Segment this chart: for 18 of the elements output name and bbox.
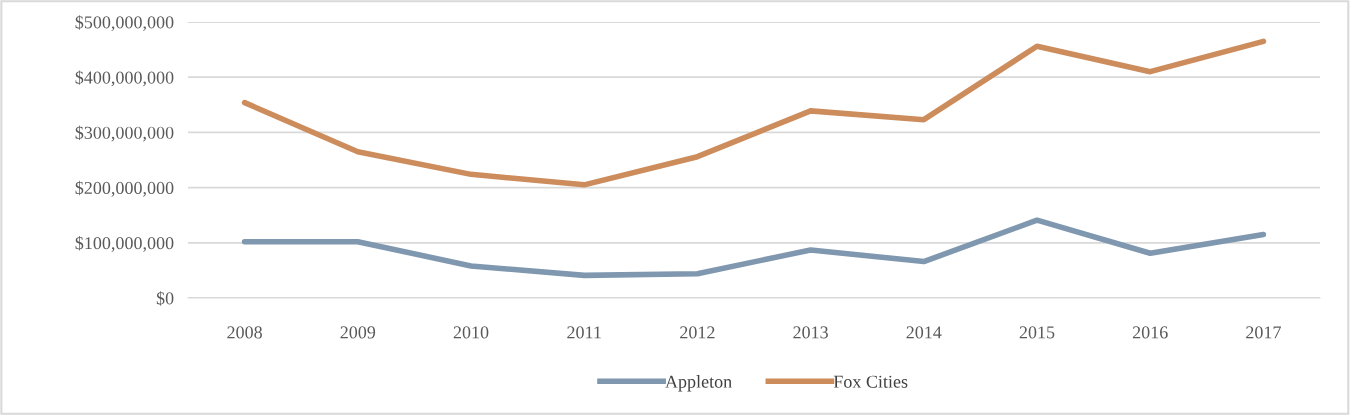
y-tick-label: $500,000,000 (75, 15, 174, 32)
x-tick-label: 2012 (680, 326, 715, 339)
x-tick-label: 2011 (567, 326, 601, 339)
y-tick-label: $200,000,000 (75, 180, 174, 197)
x-tick-label: 2009 (340, 326, 376, 339)
y-tick-label: $300,000,000 (75, 125, 174, 142)
legend-label: Appleton (665, 375, 732, 392)
legend-label: Fox Cities (833, 375, 908, 388)
x-tick-label: 2010 (453, 326, 489, 339)
x-tick-label: 2016 (1132, 326, 1168, 339)
x-tick-label: 2008 (227, 326, 262, 339)
y-tick-label: $400,000,000 (75, 70, 174, 87)
x-tick-label: 2017 (1246, 326, 1281, 339)
x-tick-label: 2014 (906, 326, 942, 339)
y-tick-label: $0 (156, 291, 174, 306)
x-tick-label: 2013 (793, 326, 828, 339)
x-tick-label: 2015 (1019, 326, 1055, 339)
y-tick-label: $100,000,000 (75, 235, 174, 252)
